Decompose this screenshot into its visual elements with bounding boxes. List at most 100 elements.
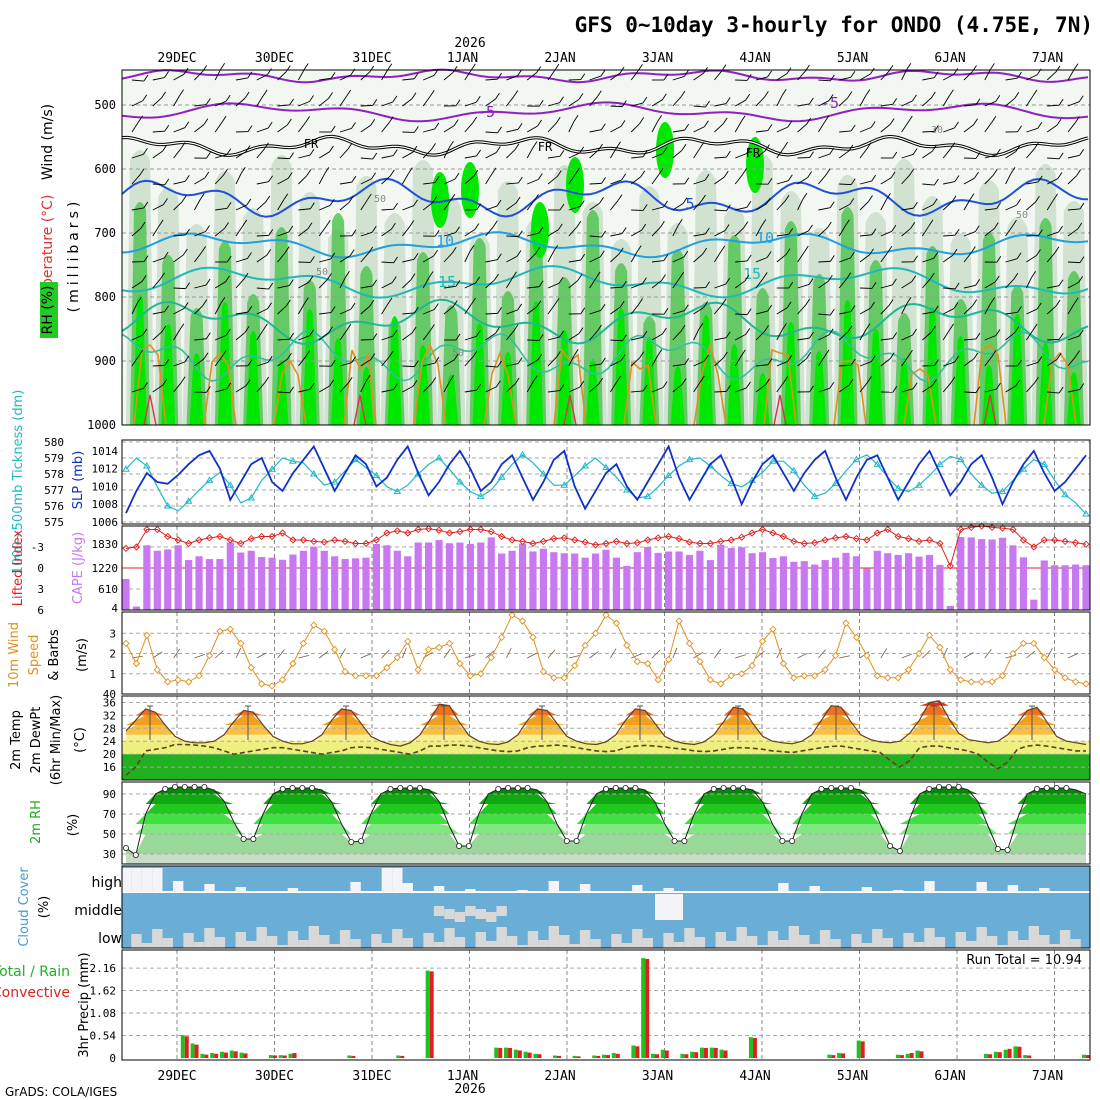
wind-barb-flag [662,327,667,335]
temp-contour-5 [121,177,1089,218]
cloud-low-bar [966,941,977,948]
wind-barb [422,96,431,107]
precip-conv-bar [243,1053,248,1058]
wind-barb-flag [782,323,787,330]
top-date-label: 6JAN [934,51,965,66]
wind-barb [214,69,222,81]
wind-barb [152,257,165,263]
wind-barb-flag [428,271,434,278]
contour-label-fr: FR [304,137,319,151]
cape-bar [612,557,621,610]
wind-barb-flag [1058,152,1064,160]
cape-bar [174,545,182,610]
wind-barb [485,259,498,263]
wind-barb-flag [933,305,939,313]
rh-point [896,848,903,855]
wind-barb [443,232,456,237]
wind-barb-flag [638,64,643,71]
wind-barb [797,357,808,367]
wind-barb [1005,204,1017,211]
cape-bar [863,568,871,610]
wind-barb-flag [411,92,417,100]
temp-contour-25 [121,329,1089,383]
wind-barb [922,150,933,159]
wind-barb [485,386,497,393]
rh-point [671,838,678,845]
wind-barb-flag [996,202,1002,209]
wind-barb-flag [225,275,230,283]
wind-barb-flag [514,143,520,150]
contour-label-rh50: 50 [316,267,328,278]
wind-barb [818,334,830,341]
wind-barb-flag [370,353,376,360]
wind-barb [131,281,143,289]
cloud-low-bar [527,931,539,948]
wind-speed-point [654,676,662,684]
wind-barb-flag [850,178,856,185]
wind-barb [485,173,493,185]
wind-speed-point [1040,653,1048,662]
wind-barb-flag [787,120,793,128]
wind-barb-flag [721,298,727,306]
wind-barb [277,252,286,263]
thickness-point [643,492,652,499]
wind-barb-flag [951,195,957,203]
dewpoint-line [125,743,1086,776]
li-point [946,562,954,570]
li-point [539,537,548,546]
wind-barb-flag [580,307,586,315]
wind-barb-flag [683,70,689,77]
wind-barb [1046,124,1058,133]
wind-barb [256,329,264,341]
wind-barb-flag [181,195,187,202]
rh-tick-label: 90 [103,788,116,801]
li-point [998,524,1007,532]
wind-barb-flag [474,223,480,230]
cape-tick-label: 610 [98,583,118,596]
rh-point [563,838,570,845]
precip-total-bar [229,1050,234,1058]
wind-barb [838,203,851,211]
wind-barb-flag [309,202,315,209]
wind-tick-label: 3 [109,627,116,640]
wind-barb-flag [306,169,312,176]
wind-barb-flag [452,300,458,307]
wind-barb [1067,69,1075,81]
wind-barb-flag [933,252,939,259]
wind-barb [215,100,227,107]
li-point [184,539,193,548]
wind-barb [215,334,227,341]
rh-point [828,785,835,792]
li-point [904,534,913,543]
wind-barb-flag [185,228,190,236]
wind-barb-flag [992,169,998,176]
wind-speed-point [184,678,193,686]
wind-barb [298,335,310,341]
wind-speed-point [727,672,735,680]
wind-barb-flag [725,150,731,158]
cape-bar [477,542,485,610]
wind-barb [256,234,269,237]
rh-contour-high [444,374,459,425]
wind-barb [131,355,140,367]
wind-barb-flag [849,198,855,205]
wind-barb [1047,285,1060,289]
wind-barb-flag [538,226,544,234]
cape-bar [1019,557,1027,610]
wind-barb-flag [892,332,898,339]
wind-barb-flag [1013,272,1019,280]
wind-barb [880,252,889,263]
wind-barb [464,122,474,133]
wind-barb-flag [802,192,808,200]
rh-point [407,785,414,792]
wind-barb-flag [601,177,606,184]
contour-label-fr: FR [746,146,761,160]
wind-barb-flag [286,118,292,126]
wind-barb-flag [288,279,294,286]
wind-barb-flag [891,225,897,232]
wind-barb [630,70,639,81]
wind-barb [859,180,872,185]
wind-barb-flag [139,168,145,176]
wind-barb-flag [579,200,585,207]
wind-barb [1026,74,1038,81]
